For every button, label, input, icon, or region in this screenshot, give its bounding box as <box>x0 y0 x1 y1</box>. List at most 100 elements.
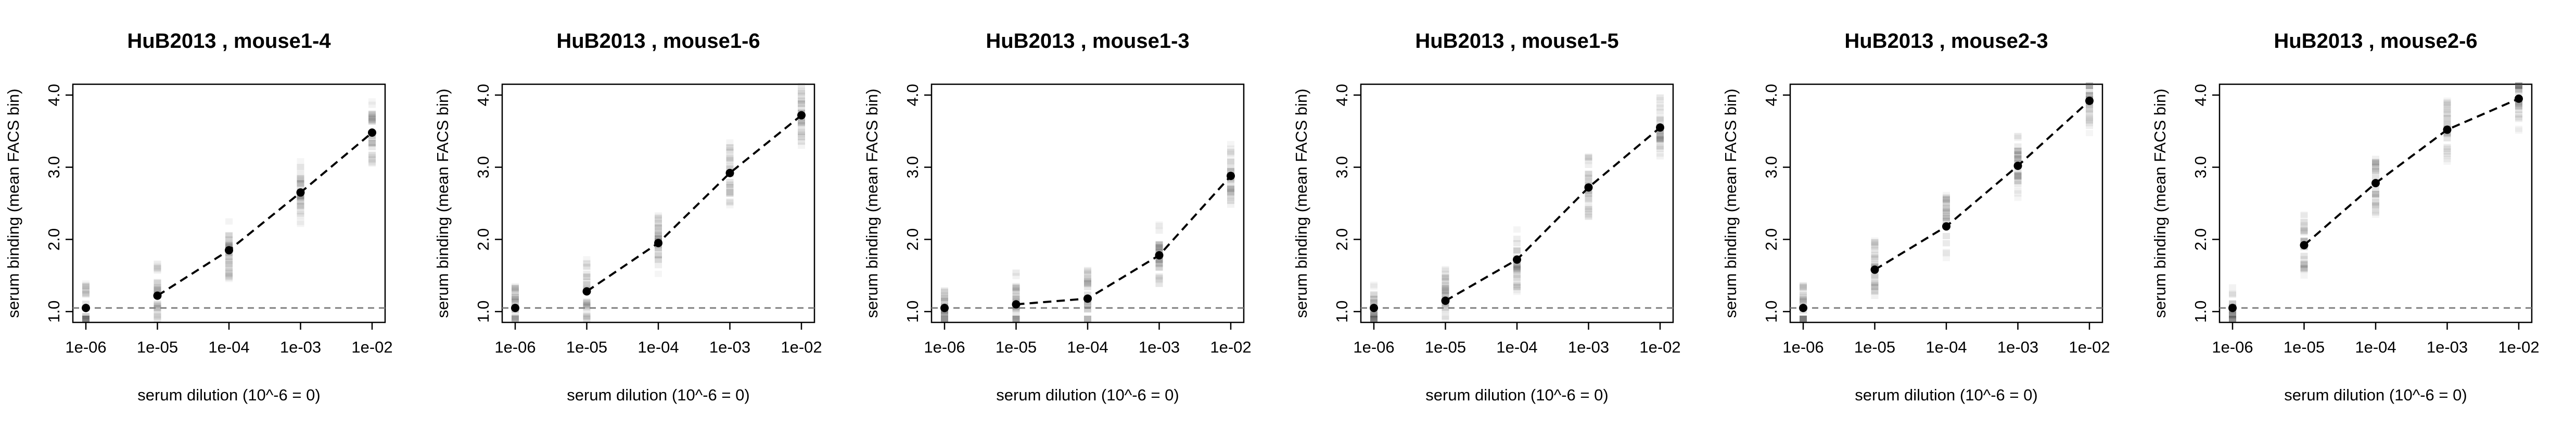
distribution-mark <box>2086 111 2093 118</box>
distribution-mark <box>368 118 376 125</box>
distribution-mark <box>2014 147 2022 154</box>
distribution-mark <box>1871 288 1879 295</box>
distribution-mark <box>1943 193 1950 200</box>
distribution-mark <box>1155 280 1163 287</box>
y-tick-label: 1.0 <box>2191 301 2210 323</box>
distribution-mark <box>1084 267 1091 274</box>
data-point <box>2300 241 2309 250</box>
x-axis-label: serum dilution (10^-6 = 0) <box>1425 386 1608 404</box>
distribution-mark <box>1084 268 1091 275</box>
distribution-mark <box>1656 116 1664 123</box>
distribution-mark <box>1227 192 1234 199</box>
y-tick-label: 4.0 <box>474 84 492 106</box>
distribution-mark <box>2372 202 2379 209</box>
data-point <box>1370 304 1378 313</box>
distribution-mark <box>1370 311 1378 318</box>
distribution-mark <box>225 270 233 277</box>
distribution-mark <box>2443 110 2451 117</box>
x-tick-label: 1e-05 <box>2284 338 2325 356</box>
distribution-mark <box>1227 185 1234 192</box>
distribution-mark <box>798 105 805 112</box>
distribution-mark <box>225 261 233 267</box>
distribution-mark <box>512 291 519 298</box>
distribution-mark <box>2300 272 2308 279</box>
distribution-mark <box>1155 274 1163 281</box>
distribution-mark <box>1585 154 1592 161</box>
distribution-mark <box>82 282 90 289</box>
distribution-mark <box>2300 256 2308 263</box>
panel-title: HuB2013 , mouse2-6 <box>2274 30 2477 53</box>
distribution-mark <box>1800 316 1807 322</box>
distribution-mark <box>512 296 519 303</box>
distribution-mark <box>726 144 734 151</box>
distribution-mark <box>2300 227 2308 234</box>
distribution-mark <box>2229 316 2236 322</box>
distribution-mark <box>2372 186 2379 192</box>
data-point <box>1083 294 1092 303</box>
distribution-mark <box>82 290 90 297</box>
distribution-mark <box>1513 284 1521 291</box>
distribution-mark <box>583 273 591 280</box>
distribution-mark <box>368 160 376 167</box>
distribution-mark <box>1084 316 1091 322</box>
distribution-mark <box>1442 274 1449 280</box>
distribution-mark <box>1800 297 1807 304</box>
distribution-mark <box>1227 189 1234 196</box>
distribution-mark <box>1513 263 1521 270</box>
distribution-mark <box>1012 316 1020 322</box>
distribution-mark <box>1012 293 1020 300</box>
distribution-mark <box>2443 146 2451 152</box>
distribution-mark <box>941 298 948 305</box>
distribution-mark <box>1943 200 1950 206</box>
distribution-mark <box>2515 82 2522 89</box>
distribution-mark <box>798 128 805 135</box>
distribution-mark <box>154 261 161 268</box>
distribution-mark <box>798 83 805 89</box>
distribution-mark <box>1800 292 1807 298</box>
distribution-mark <box>1442 284 1449 291</box>
distribution-mark <box>2229 316 2236 322</box>
distribution-mark <box>225 276 233 282</box>
distribution-mark <box>798 98 805 105</box>
distribution-mark <box>368 140 376 147</box>
y-axis-label: serum binding (mean FACS bin) <box>433 88 452 318</box>
distribution-mark <box>1871 288 1879 295</box>
distribution-mark <box>1513 282 1521 289</box>
distribution-mark <box>2443 99 2451 106</box>
distribution-mark <box>225 265 233 271</box>
distribution-mark <box>1227 201 1234 208</box>
distribution-mark <box>82 316 90 322</box>
distribution-mark <box>655 220 662 227</box>
distribution-mark <box>1656 134 1664 141</box>
distribution-mark <box>225 218 233 225</box>
panel-4: HuB2013 , mouse1-5 1e-06 1e-05 1e-04 1e-03 1e… <box>1292 30 1681 404</box>
distribution-mark <box>2014 190 2022 197</box>
distribution-mark <box>1513 267 1521 274</box>
distribution-mark <box>941 316 948 322</box>
distribution-mark <box>1585 212 1592 219</box>
distribution-mark <box>154 302 161 308</box>
distribution-mark <box>1370 316 1378 322</box>
distribution-mark <box>297 164 304 171</box>
distribution-mark <box>2229 290 2236 297</box>
distribution-mark <box>1871 274 1879 280</box>
distribution-mark <box>1442 291 1449 298</box>
distribution-mark <box>2515 82 2522 89</box>
distribution-mark <box>1513 247 1521 254</box>
distribution-mark <box>82 316 90 322</box>
distribution-mark <box>82 283 90 290</box>
distribution-mark <box>1227 141 1234 148</box>
distribution-mark <box>225 236 233 243</box>
x-tick-label: 1e-06 <box>924 338 965 356</box>
distribution-mark <box>1513 279 1521 286</box>
distribution-mark <box>1656 95 1664 101</box>
distribution-mark <box>1800 316 1807 322</box>
distribution-mark <box>2300 262 2308 268</box>
y-tick-label: 3.0 <box>2191 156 2210 178</box>
distribution-mark <box>2014 174 2022 180</box>
distribution-mark <box>2443 101 2451 108</box>
distribution-mark <box>1084 277 1091 284</box>
distribution-mark <box>1084 281 1091 288</box>
distribution-mark <box>297 210 304 217</box>
distribution-mark <box>2443 121 2451 127</box>
